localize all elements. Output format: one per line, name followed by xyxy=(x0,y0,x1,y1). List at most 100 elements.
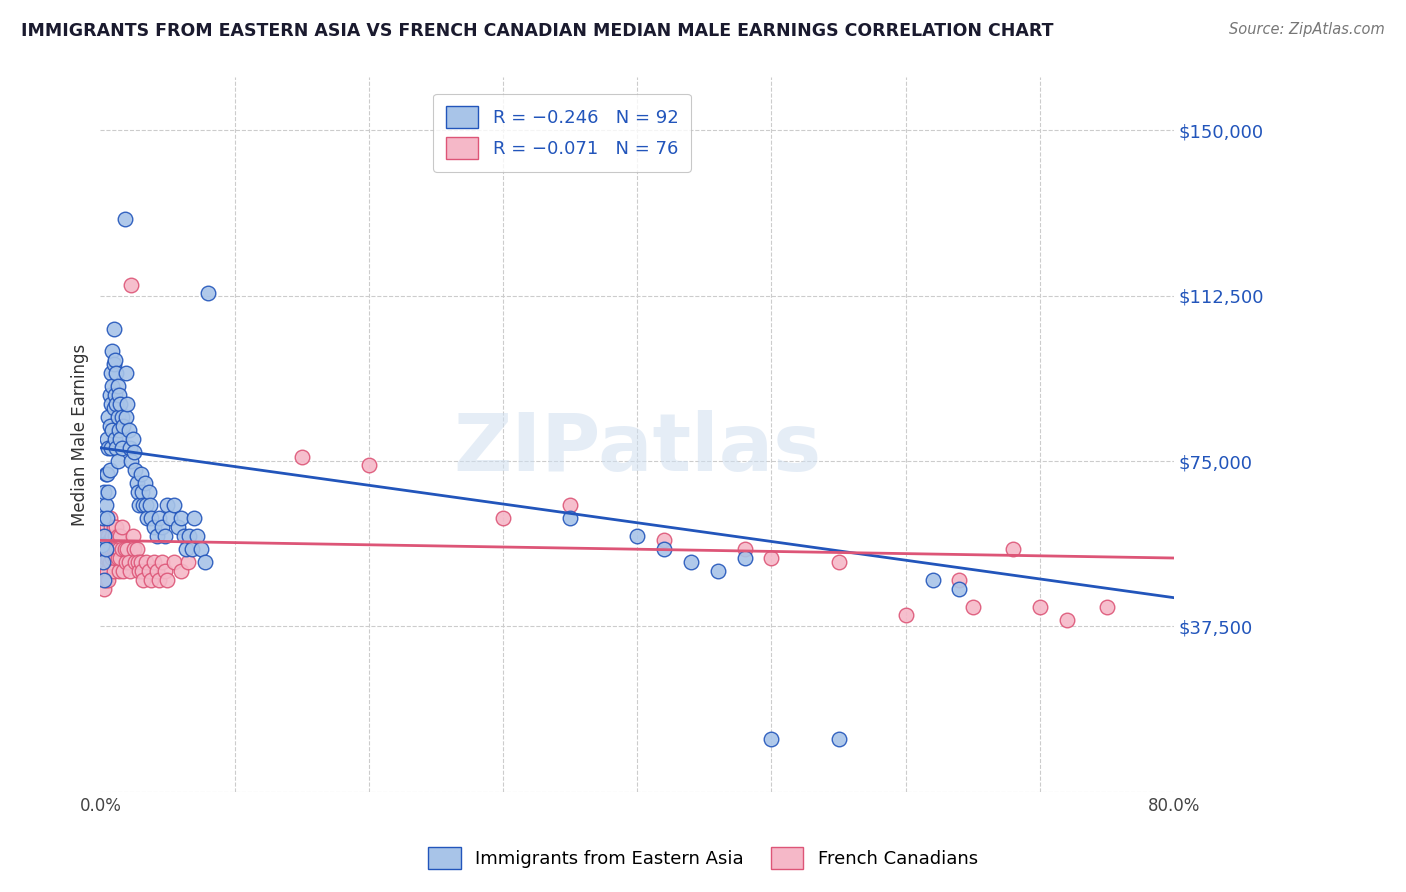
Point xyxy=(558,511,581,525)
Point xyxy=(114,542,136,557)
Point xyxy=(127,484,149,499)
Point xyxy=(110,397,132,411)
Point xyxy=(131,484,153,499)
Point xyxy=(108,388,131,402)
Point xyxy=(97,441,120,455)
Point xyxy=(1095,599,1118,614)
Point xyxy=(143,556,166,570)
Point xyxy=(174,542,197,557)
Point xyxy=(492,511,515,525)
Point xyxy=(107,379,129,393)
Point xyxy=(100,542,122,557)
Point xyxy=(110,551,132,566)
Point xyxy=(98,556,121,570)
Point xyxy=(148,573,170,587)
Point xyxy=(141,573,163,587)
Point xyxy=(105,520,128,534)
Point xyxy=(948,573,970,587)
Point xyxy=(1056,613,1078,627)
Point xyxy=(103,357,125,371)
Point xyxy=(827,556,849,570)
Point xyxy=(107,529,129,543)
Point xyxy=(101,529,124,543)
Point xyxy=(115,556,138,570)
Point xyxy=(101,379,124,393)
Point xyxy=(103,564,125,578)
Point xyxy=(108,564,131,578)
Point xyxy=(357,458,380,473)
Point xyxy=(98,533,121,548)
Point xyxy=(121,432,143,446)
Point xyxy=(91,542,114,557)
Point xyxy=(177,529,200,543)
Point xyxy=(101,343,124,358)
Point xyxy=(93,533,115,548)
Point xyxy=(652,533,675,548)
Point xyxy=(98,463,121,477)
Point xyxy=(104,551,127,566)
Point xyxy=(105,441,128,455)
Point xyxy=(145,564,167,578)
Point xyxy=(94,551,117,566)
Point xyxy=(98,511,121,525)
Point xyxy=(93,556,115,570)
Point xyxy=(107,454,129,468)
Point xyxy=(156,498,179,512)
Point xyxy=(652,542,675,557)
Point xyxy=(110,432,132,446)
Point xyxy=(105,397,128,411)
Point xyxy=(135,556,157,570)
Point xyxy=(170,511,193,525)
Point xyxy=(125,542,148,557)
Point xyxy=(94,498,117,512)
Point xyxy=(97,484,120,499)
Point xyxy=(894,608,917,623)
Point xyxy=(827,731,849,746)
Point xyxy=(129,556,152,570)
Point xyxy=(127,556,149,570)
Point xyxy=(734,542,756,557)
Point xyxy=(115,397,138,411)
Point xyxy=(170,564,193,578)
Point xyxy=(103,542,125,557)
Point xyxy=(948,582,970,596)
Point xyxy=(153,564,176,578)
Point xyxy=(132,498,155,512)
Point xyxy=(105,366,128,380)
Point xyxy=(97,529,120,543)
Point xyxy=(98,418,121,433)
Point xyxy=(110,529,132,543)
Point xyxy=(679,556,702,570)
Point xyxy=(115,366,138,380)
Point xyxy=(94,573,117,587)
Point xyxy=(90,538,112,552)
Point xyxy=(186,529,208,543)
Point xyxy=(100,520,122,534)
Point xyxy=(104,388,127,402)
Point xyxy=(761,551,783,566)
Point xyxy=(103,322,125,336)
Point xyxy=(921,573,943,587)
Point xyxy=(173,529,195,543)
Point xyxy=(96,542,118,557)
Point xyxy=(93,582,115,596)
Point xyxy=(139,498,162,512)
Point xyxy=(136,511,159,525)
Point xyxy=(115,542,138,557)
Point xyxy=(94,542,117,557)
Point xyxy=(97,409,120,424)
Point xyxy=(291,450,314,464)
Point xyxy=(125,476,148,491)
Point xyxy=(104,352,127,367)
Point xyxy=(761,731,783,746)
Point xyxy=(101,551,124,566)
Point xyxy=(118,564,141,578)
Point xyxy=(103,401,125,416)
Point xyxy=(121,529,143,543)
Point xyxy=(97,573,120,587)
Point xyxy=(120,277,142,292)
Point xyxy=(94,529,117,543)
Point xyxy=(90,529,112,543)
Point xyxy=(134,476,156,491)
Point xyxy=(180,542,202,557)
